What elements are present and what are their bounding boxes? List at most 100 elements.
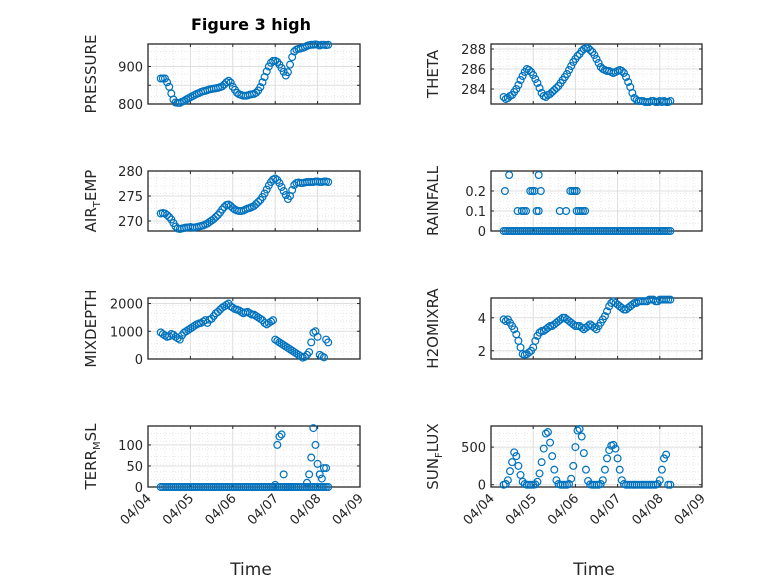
y-tick-label: 800 xyxy=(118,98,143,113)
data-point xyxy=(541,429,550,438)
data-point xyxy=(512,84,521,93)
data-point xyxy=(598,476,607,485)
data-point xyxy=(655,476,664,485)
data-point xyxy=(228,303,237,312)
y-tick-label: 284 xyxy=(461,83,486,98)
data-point xyxy=(300,352,309,361)
data-point xyxy=(537,326,546,335)
data-point xyxy=(517,207,526,216)
data-point xyxy=(534,171,543,180)
data-point xyxy=(512,452,521,461)
data-point xyxy=(565,65,574,74)
data-point xyxy=(573,322,582,331)
data-point xyxy=(307,453,316,462)
data-point xyxy=(322,464,331,473)
data-point xyxy=(281,191,290,200)
data-point xyxy=(581,207,590,216)
y-axis-label: THETA xyxy=(424,49,442,99)
data-point xyxy=(226,78,235,87)
data-point xyxy=(575,425,584,434)
data-point xyxy=(519,207,528,216)
data-point xyxy=(260,189,269,198)
y-tick-label: 0 xyxy=(135,353,143,368)
data-point xyxy=(319,177,328,186)
data-point xyxy=(562,207,571,216)
subplot-4: 0 0.1 0.2 RAINFALL xyxy=(424,165,703,240)
data-point xyxy=(603,307,612,316)
data-point xyxy=(535,328,544,337)
data-point xyxy=(567,474,576,483)
data-point xyxy=(213,307,222,316)
data-point xyxy=(522,207,531,216)
y-tick-label: 2 xyxy=(478,345,486,360)
y-tick-label: 50 xyxy=(126,460,143,475)
data-point xyxy=(532,207,541,216)
data-point xyxy=(600,465,609,474)
y-tick-label: 288 xyxy=(461,43,486,58)
data-point xyxy=(286,483,295,492)
data-point xyxy=(666,227,675,236)
data-point xyxy=(603,454,612,463)
data-point xyxy=(518,71,527,80)
data-point xyxy=(269,316,278,325)
y-axis-label: SUNFLUX xyxy=(424,423,445,489)
y-tick-label: 0 xyxy=(478,479,486,494)
data-point xyxy=(619,305,628,314)
axes-box xyxy=(490,170,703,232)
data-point xyxy=(662,227,671,236)
data-point xyxy=(283,68,292,77)
data-point xyxy=(256,314,265,323)
subplot-1: 800 900 PRESSURE xyxy=(82,35,361,113)
data-point xyxy=(567,61,576,70)
subplot-6: 2 4 H2OMIXRA xyxy=(424,288,703,369)
y-tick-label: 2000 xyxy=(110,298,143,313)
y-tick-label: 286 xyxy=(461,63,486,78)
data-point xyxy=(319,483,328,492)
data-point xyxy=(662,295,671,304)
data-point xyxy=(535,83,544,92)
data-point xyxy=(305,348,314,357)
data-point xyxy=(271,174,280,183)
data-point xyxy=(222,300,231,309)
data-point xyxy=(290,47,299,56)
figure-title: Figure 3 high xyxy=(191,15,311,34)
data-point xyxy=(501,317,510,326)
data-point xyxy=(611,444,620,453)
y-tick-label: 100 xyxy=(118,439,143,454)
y-tick-label: 0 xyxy=(135,481,143,496)
data-point xyxy=(324,483,333,492)
data-point xyxy=(535,469,544,478)
data-point xyxy=(534,207,543,216)
data-point xyxy=(271,480,280,489)
y-tick-label: 0.1 xyxy=(465,205,486,220)
data-point xyxy=(550,465,559,474)
data-point xyxy=(505,171,514,180)
data-point xyxy=(528,187,537,196)
data-point xyxy=(578,207,587,216)
data-point xyxy=(156,74,165,83)
data-point xyxy=(548,452,557,461)
data-point xyxy=(313,459,322,468)
data-point xyxy=(254,198,263,207)
y-tick-label: 0 xyxy=(478,225,486,240)
data-point xyxy=(303,478,312,487)
data-point xyxy=(247,310,256,319)
data-point xyxy=(175,335,184,344)
data-point xyxy=(163,78,172,87)
subplot-2: 284 286 288 THETA xyxy=(424,43,703,106)
data-point xyxy=(615,465,624,474)
data-point xyxy=(305,470,314,479)
data-point xyxy=(180,96,189,105)
data-point xyxy=(163,211,172,220)
data-point xyxy=(546,89,555,98)
subplot-3: 270 275 280 AIRTEMP xyxy=(82,165,361,234)
data-point xyxy=(307,338,316,347)
data-point xyxy=(539,444,548,453)
data-point xyxy=(526,187,535,196)
x-axis-label-left: Time xyxy=(229,560,272,580)
data-point xyxy=(569,461,578,470)
data-point xyxy=(499,315,508,324)
y-tick-label: 0.2 xyxy=(465,185,486,200)
data-point xyxy=(628,88,637,97)
